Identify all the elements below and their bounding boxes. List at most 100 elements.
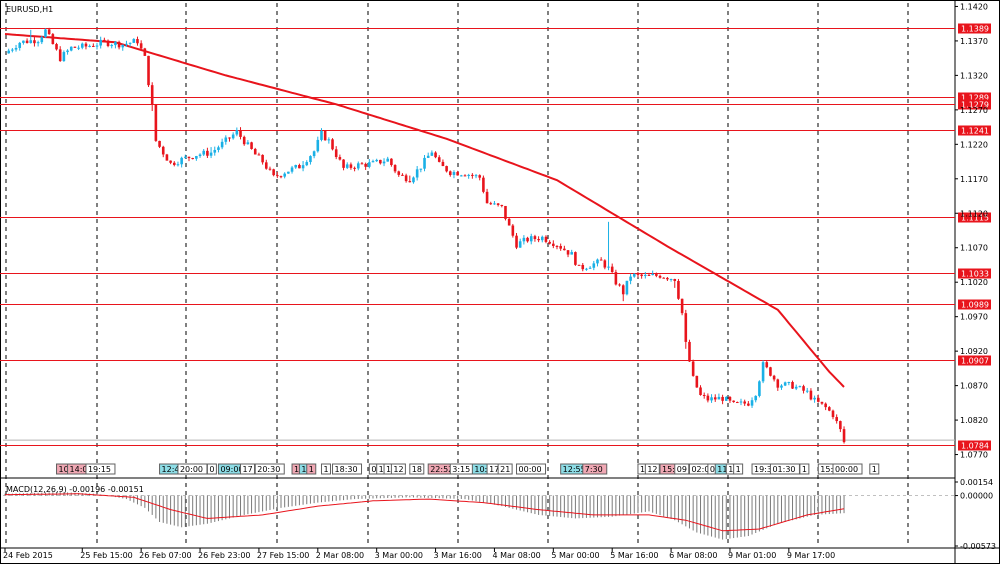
candle (677, 278, 680, 300)
candle (592, 260, 596, 271)
candle (305, 160, 309, 167)
candle (99, 36, 102, 49)
event-label: 14:0 (70, 465, 88, 474)
candle (828, 406, 831, 412)
candle (272, 168, 275, 177)
x-tick-label: 5 Mar 00:00 (551, 551, 599, 560)
candle (316, 136, 320, 153)
event-label: 18 (412, 465, 422, 474)
candle (482, 175, 485, 194)
candle (368, 159, 371, 169)
candle (426, 152, 430, 158)
candle (353, 166, 356, 172)
candle (732, 400, 735, 403)
event-label: 12:55 (563, 465, 586, 474)
candle (88, 44, 91, 48)
y-tick-label: 1.1370 (960, 37, 988, 46)
event-marker[interactable]: 21 (497, 463, 513, 475)
level-tag[interactable] (958, 212, 991, 223)
event-marker[interactable]: 00:00 (516, 463, 547, 475)
event-marker[interactable]: 7:30 (582, 463, 608, 475)
candle (154, 103, 158, 142)
event-marker[interactable]: 1 (869, 463, 880, 475)
level-tag[interactable] (958, 125, 991, 136)
candle (724, 396, 728, 402)
level-value: 1.0907 (961, 357, 989, 366)
event-marker[interactable]: 12 (390, 463, 406, 475)
event-marker[interactable]: 00:00 (832, 463, 863, 475)
candle (345, 162, 349, 170)
event-marker[interactable]: 18 (409, 463, 425, 475)
event-marker[interactable]: 01:30 (769, 463, 800, 475)
x-tick-label: 6 Mar 08:00 (669, 551, 717, 560)
candle (18, 41, 22, 51)
event-label: 00:00 (835, 465, 858, 474)
candle (728, 396, 732, 403)
level-tag[interactable] (958, 355, 991, 366)
candle (743, 399, 746, 406)
candle (434, 151, 437, 159)
event-marker[interactable]: 19:15 (85, 463, 116, 475)
candle (136, 36, 139, 46)
candle (610, 263, 614, 273)
event-marker[interactable]: 09 (674, 463, 690, 475)
macd-y-tick-label: 0.00000 (960, 492, 993, 501)
event-label: 19:30 (754, 465, 777, 474)
event-marker[interactable]: 3:15 (449, 463, 475, 475)
candle (228, 137, 231, 142)
event-label: 1 (301, 465, 306, 474)
event-marker[interactable]: 1 (799, 463, 810, 475)
level-tag[interactable] (958, 268, 991, 279)
event-label: 18:30 (335, 465, 358, 474)
candle (787, 381, 791, 386)
level-tag[interactable] (958, 440, 991, 451)
candle (172, 161, 176, 167)
candle (813, 395, 816, 403)
candle (242, 135, 246, 146)
candle (802, 384, 805, 394)
candle (769, 366, 772, 377)
event-label: 10: (59, 465, 72, 474)
event-marker[interactable]: 17 (240, 463, 256, 475)
candle (147, 55, 150, 88)
candle (14, 44, 18, 52)
candle (150, 82, 154, 112)
event-label: 21 (500, 465, 510, 474)
event-marker[interactable]: 20:30 (254, 463, 285, 475)
x-tick-label: 5 Mar 16:00 (610, 551, 658, 560)
candle (40, 35, 44, 45)
candle (342, 159, 345, 171)
y-tick-label: 1.0870 (960, 382, 988, 391)
candle (323, 130, 327, 141)
candle (456, 170, 459, 176)
level-tag[interactable] (958, 99, 991, 110)
event-marker[interactable]: 18:30 (332, 463, 363, 475)
candle (58, 46, 62, 62)
candle (702, 392, 706, 399)
level-tag[interactable] (958, 23, 991, 34)
candle (279, 175, 283, 179)
candle (176, 161, 180, 167)
candle (290, 165, 294, 174)
candle (390, 158, 393, 167)
event-marker[interactable]: 1 (733, 463, 744, 475)
candle (430, 150, 434, 157)
event-marker[interactable]: 0 (206, 463, 217, 475)
candle (805, 387, 809, 394)
event-marker[interactable]: 1 (320, 463, 331, 475)
event-label: 12 (647, 465, 657, 474)
event-marker[interactable]: 1 (306, 463, 317, 475)
candle (842, 426, 846, 444)
level-tag[interactable] (958, 299, 991, 310)
candle (467, 173, 470, 179)
event-marker[interactable]: 12 (644, 463, 660, 475)
candle (563, 245, 566, 251)
event-marker[interactable]: 20:00 (177, 463, 208, 475)
level-tag[interactable] (958, 92, 991, 103)
candle (80, 42, 84, 50)
candle (666, 276, 669, 282)
candle (632, 273, 636, 278)
